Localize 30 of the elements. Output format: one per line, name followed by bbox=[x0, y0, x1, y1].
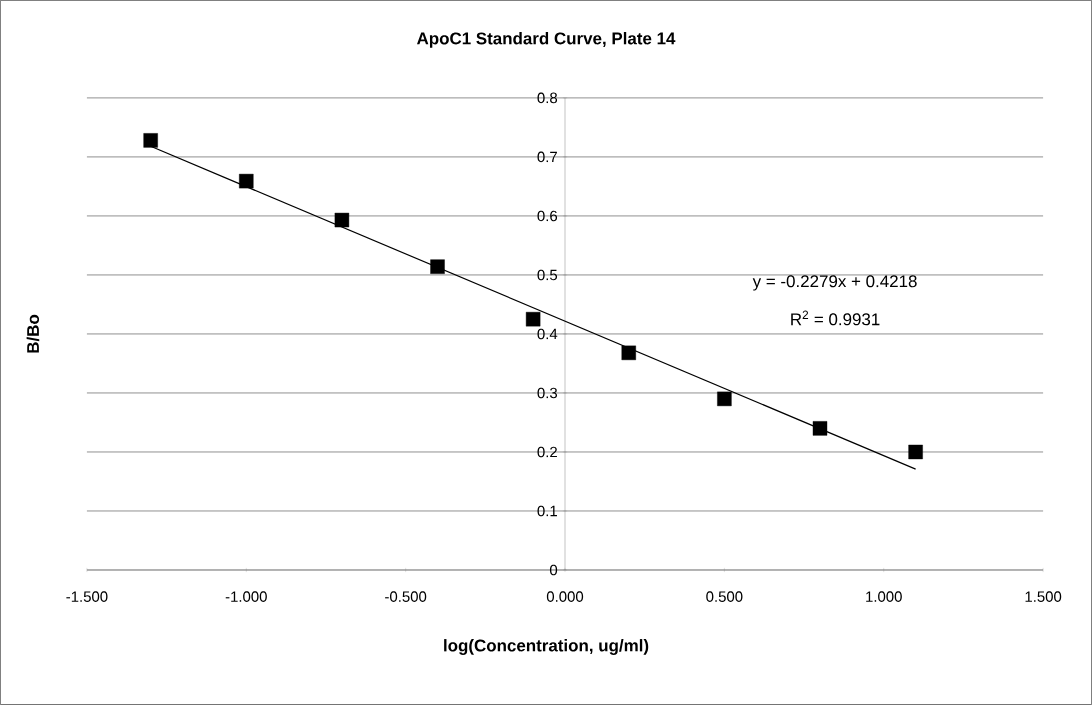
y-tick-label: 0.2 bbox=[537, 446, 557, 458]
y-axis-title: B/Bo bbox=[26, 314, 40, 353]
y-tick-label: 0.3 bbox=[537, 387, 558, 399]
point bbox=[525, 312, 541, 327]
y-tick-label: 0.1 bbox=[537, 505, 557, 517]
point bbox=[239, 173, 254, 189]
x-axis-title: log(Concentration, ug/ml) bbox=[444, 639, 649, 655]
x-tick-label: 1.000 bbox=[866, 591, 902, 602]
point bbox=[621, 345, 636, 361]
x-tick-label: -1.500 bbox=[66, 591, 108, 602]
point bbox=[430, 259, 445, 274]
x-tick-label: 0.500 bbox=[706, 591, 743, 602]
x-tick-label: -1.000 bbox=[225, 591, 267, 602]
y-tick-label: 0.7 bbox=[537, 151, 557, 163]
x-tick-label: -0.500 bbox=[385, 591, 427, 602]
point bbox=[717, 391, 732, 407]
point bbox=[812, 421, 828, 436]
y-tick-label: 0.4 bbox=[537, 328, 558, 340]
y-tick-label: 0.5 bbox=[537, 269, 558, 281]
x-tick-label: 1.500 bbox=[1025, 591, 1062, 602]
point bbox=[908, 444, 923, 460]
point bbox=[143, 133, 158, 148]
x-tick-label: 0.000 bbox=[546, 591, 584, 602]
chart-title: ApoC1 Standard Curve, Plate 14 bbox=[416, 32, 676, 48]
y-tick-label: 0 bbox=[549, 564, 558, 576]
y-tick-label: 0.8 bbox=[537, 92, 558, 104]
annotation: y = -0.2279x + 0.4218 bbox=[752, 275, 917, 291]
annotation: R$^{2}$ = 0.9931 bbox=[791, 310, 880, 326]
point bbox=[334, 212, 350, 228]
y-tick-label: 0.6 bbox=[537, 210, 558, 222]
